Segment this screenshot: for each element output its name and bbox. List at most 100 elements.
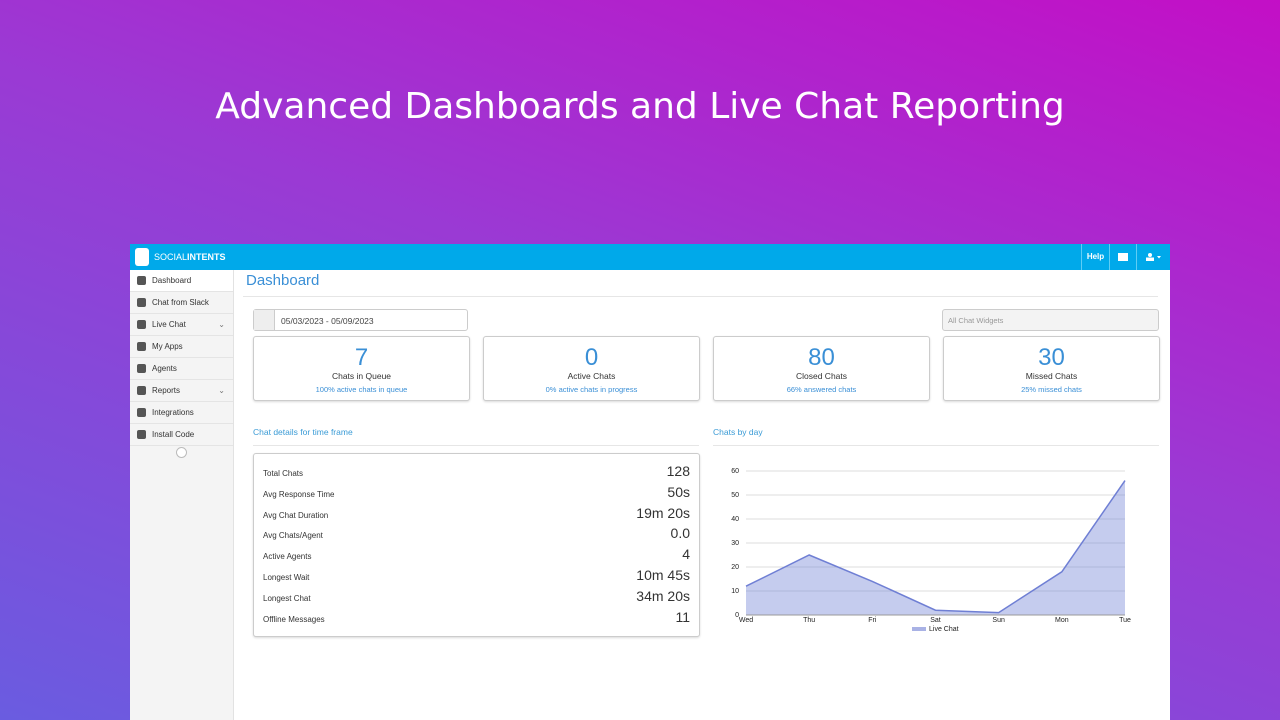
y-tick-label: 30 [731,540,739,547]
top-bar: SOCIALINTENTS Help [130,244,1170,270]
mail-button[interactable] [1109,244,1136,270]
detail-label: Avg Response Time [263,489,335,499]
stat-label: Active Chats [567,371,616,381]
sidebar-icon [137,386,146,395]
stat-sub: 0% active chats in progress [545,385,638,394]
x-tick-label: Fri [868,617,877,624]
stat-sub: 66% answered chats [786,385,857,394]
sidebar-icon [137,320,146,329]
stat-value: 0 [584,344,599,371]
stat-sub: 25% missed chats [1021,385,1082,394]
y-tick-label: 0 [735,612,739,619]
date-range: 05/03/2023 - 05/09/2023 [281,316,374,326]
x-tick-label: Thu [803,617,815,624]
sidebar-icon [137,408,146,417]
detail-row: Active Agents 4 [263,546,690,566]
stat-card: 80 Closed Chats 66% answered chats [713,336,930,401]
detail-label: Offline Messages [263,614,325,624]
date-picker[interactable]: 05/03/2023 - 05/09/2023 [253,309,468,331]
sidebar-item[interactable]: Live Chat ⌄ [130,314,233,336]
detail-row: Offline Messages 11 [263,609,690,629]
sidebar-item[interactable]: Dashboard [130,270,233,292]
stat-value: 80 [808,344,835,371]
user-icon [1146,253,1161,261]
brand-prefix: SOCIAL [154,252,188,262]
stat-value: 30 [1038,344,1065,371]
y-tick-label: 10 [731,588,739,595]
widget-select[interactable]: All Chat Widgets [942,309,1159,331]
x-tick-label: Sat [930,617,941,624]
detail-row: Longest Chat 34m 20s [263,588,690,608]
detail-row: Avg Chat Duration 19m 20s [263,505,690,525]
sidebar-icon [137,298,146,307]
sidebar-icon [137,276,146,285]
sidebar-icon [137,430,146,439]
x-tick-label: Tue [1119,617,1131,624]
x-tick-label: Sun [992,617,1005,624]
detail-value: 19m 20s [636,504,690,521]
sidebar-item[interactable]: Chat from Slack [130,292,233,314]
sidebar-label: Install Code [152,430,195,439]
brand[interactable]: SOCIALINTENTS [154,252,226,262]
app-window: SOCIALINTENTS Help Dashboard Chat from Sl… [130,244,1170,720]
sidebar-item[interactable]: My Apps [130,336,233,358]
help-button[interactable]: Help [1081,244,1109,270]
brand-suffix: INTENTS [187,252,226,262]
divider [243,296,1158,297]
user-button[interactable] [1136,244,1171,270]
chevron: ⌄ [218,320,225,329]
chevron: ⌄ [218,386,225,395]
details-box: Total Chats 128 Avg Response Time 50s Avg Ch… [253,453,700,637]
sidebar-item[interactable]: Reports ⌄ [130,380,233,402]
section-title: Chats by day [713,427,763,437]
sidebar-label: Dashboard [152,276,192,285]
sidebar-label: My Apps [152,342,183,351]
sidebar: Dashboard Chat from Slack Live Chat ⌄ My App… [130,270,234,720]
y-tick-label: 50 [731,492,739,499]
detail-row: Longest Wait 10m 45s [263,567,690,587]
y-tick-label: 20 [731,564,739,571]
detail-label: Total Chats [263,469,304,478]
detail-label: Avg Chats/Agent [263,531,323,541]
stat-card: 0 Active Chats 0% active chats in progress [483,336,700,401]
detail-value: 128 [666,463,690,479]
detail-value: 0.0 [670,525,690,542]
detail-label: Avg Chat Duration [263,510,329,520]
detail-value: 34m 20s [636,587,690,604]
legend-swatch [912,627,926,631]
sidebar-label: Live Chat [152,320,186,329]
mail-icon [1118,253,1128,261]
sidebar-label: Chat from Slack [152,298,209,307]
collapse-button[interactable] [176,447,187,458]
line [745,480,1126,614]
page-title: Dashboard [246,272,320,289]
stat-label: Chats in Queue [331,371,392,381]
area [746,480,1125,615]
stat-sub: 100% active chats in queue [315,385,408,394]
sidebar-label: Reports [152,386,181,395]
sidebar-item[interactable]: Install Code [130,424,233,446]
stat-label: Closed Chats [795,371,848,381]
sidebar-item[interactable]: Integrations [130,402,233,424]
detail-label: Longest Chat [263,593,311,603]
detail-label: Longest Wait [263,573,310,582]
detail-value: 10m 45s [636,567,690,583]
y-tick-label: 40 [731,516,739,523]
x-tick-label: Mon [1055,617,1069,624]
divider [713,445,1159,446]
sidebar-label: Agents [152,364,177,373]
widget-select-text: All Chat Widgets [948,316,1004,325]
calendar-icon [254,310,275,330]
detail-row: Avg Response Time 50s [263,484,690,504]
detail-value: 11 [675,608,690,625]
sidebar-item[interactable]: Agents [130,358,233,380]
detail-value: 4 [682,546,690,563]
sidebar-icon [137,364,146,373]
stat-card: 7 Chats in Queue 100% active chats in queu… [253,336,470,401]
stat-value: 7 [354,344,369,371]
headline: Advanced Dashboards and Live Chat Report… [215,86,1065,127]
detail-row: Total Chats 128 [263,463,690,483]
stat-label: Missed Chats [1025,371,1078,381]
detail-value: 50s [667,483,690,500]
